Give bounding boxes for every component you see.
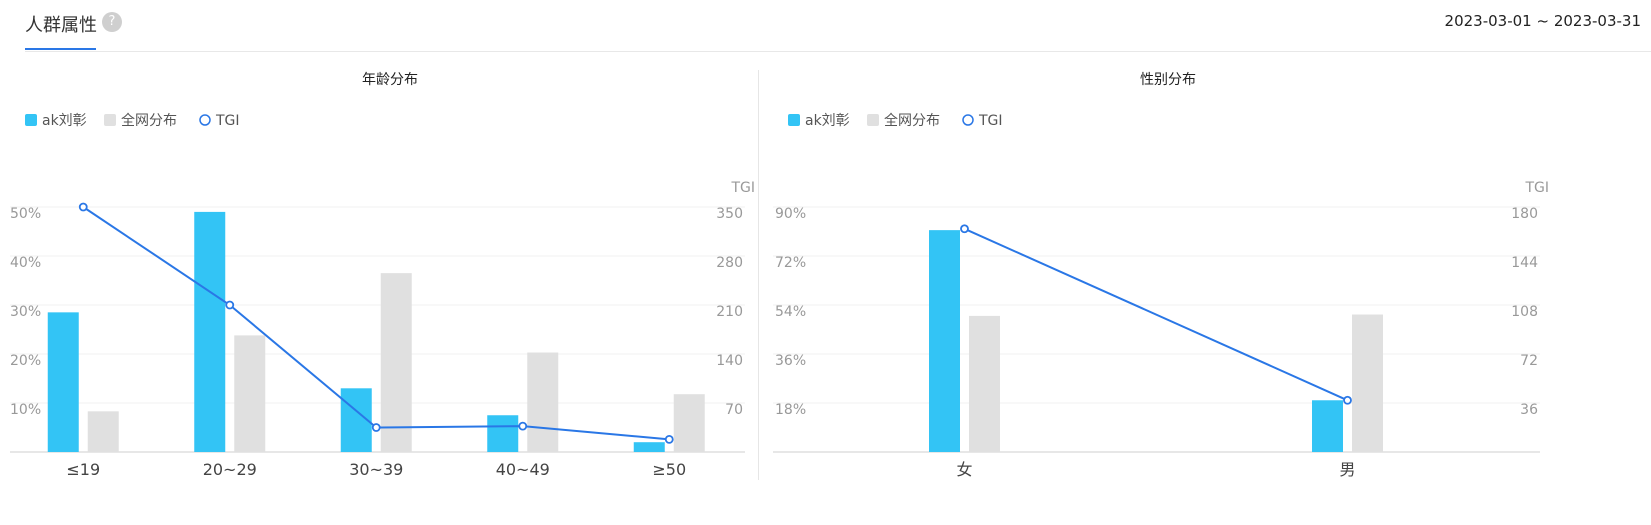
age-category-label: 40~49	[496, 460, 550, 479]
gender-legend-marker-2	[962, 114, 974, 126]
gender-legend-label-0: ak刘彰	[805, 112, 850, 129]
active-tab-indicator	[25, 48, 96, 50]
age-right-tick-label: 350	[716, 206, 743, 222]
age-bar-primary	[633, 442, 665, 452]
age-tgi-line	[82, 206, 670, 441]
gender-left-tick-label: 72%	[775, 255, 806, 271]
age-legend-label-2: TGI	[215, 113, 240, 129]
gender-category-label: 女	[956, 460, 972, 479]
age-bar-overall	[527, 352, 559, 452]
age-left-tick-label: 50%	[10, 206, 41, 222]
age-left-tick-label: 30%	[10, 304, 41, 320]
gender-chart-title: 性别分布	[1140, 72, 1196, 88]
age-category-label: ≥50	[652, 460, 686, 479]
age-legend-swatch-0	[25, 114, 37, 126]
age-tgi-point	[371, 423, 381, 432]
age-chart-title: 年龄分布	[362, 72, 418, 88]
question-circle-icon[interactable]: ?	[102, 12, 122, 32]
age-right-tick-label: 140	[716, 353, 743, 369]
gender-right-tick-label: 144	[1511, 255, 1538, 271]
age-bar-primary	[487, 415, 519, 452]
age-right-tick-label: 280	[716, 255, 743, 271]
age-tgi-point	[664, 434, 674, 444]
age-category-label: 30~39	[349, 460, 403, 479]
age-left-tick-label: 20%	[10, 353, 41, 369]
gender-legend-label-1: 全网分布	[884, 112, 940, 129]
gender-bar-primary	[1312, 400, 1343, 452]
age-bar-primary	[194, 211, 226, 452]
gender-tgi-point	[960, 224, 969, 234]
header-divider	[25, 51, 1651, 52]
gender-left-tick-label: 36%	[775, 353, 806, 369]
gender-legend-swatch-1	[867, 114, 879, 126]
age-legend-label-1: 全网分布	[121, 112, 177, 129]
age-bar-overall	[87, 411, 119, 452]
gender-left-tick-label: 18%	[775, 402, 806, 418]
gender-right-tick-label: 72	[1520, 353, 1538, 369]
date-range: 2023-03-01 ~ 2023-03-31	[1444, 12, 1641, 30]
age-legend-label-0: ak刘彰	[42, 112, 87, 129]
age-right-tick-label: 210	[716, 304, 743, 320]
page-title: 人群属性	[25, 15, 97, 36]
age-right-axis-label: TGI	[730, 180, 755, 196]
gender-bar-overall	[969, 315, 1000, 452]
gender-right-tick-label: 180	[1511, 206, 1538, 222]
gender-category-label: 男	[1339, 460, 1355, 479]
age-legend-marker-2	[199, 114, 211, 126]
age-left-tick-label: 10%	[10, 402, 41, 418]
gender-legend-label-2: TGI	[978, 113, 1003, 129]
gender-legend-swatch-0	[788, 114, 800, 126]
gender-right-axis-label: TGI	[1524, 180, 1549, 196]
gender-right-tick-label: 108	[1511, 304, 1538, 320]
age-tgi-point	[78, 202, 88, 212]
page-header: 人群属性 ? 2023-03-01 ~ 2023-03-31	[0, 0, 1651, 52]
age-bar-overall	[380, 273, 412, 452]
gender-bar-primary	[929, 230, 960, 452]
gender-left-tick-label: 90%	[775, 206, 806, 222]
gender-bar-overall	[1352, 314, 1383, 452]
age-bar-overall	[673, 394, 705, 452]
age-legend-swatch-1	[104, 114, 116, 126]
age-category-label: ≤19	[66, 460, 100, 479]
gender-left-tick-label: 54%	[775, 304, 806, 320]
age-category-label: 20~29	[203, 460, 257, 479]
age-bar-overall	[234, 335, 266, 452]
age-right-tick-label: 70	[725, 402, 743, 418]
gender-right-tick-label: 36	[1520, 402, 1538, 418]
age-tgi-point	[518, 421, 528, 431]
gender-tgi-point	[1343, 395, 1352, 405]
age-left-tick-label: 40%	[10, 255, 41, 271]
gender-tgi-line	[964, 227, 1348, 402]
age-bar-primary	[47, 312, 79, 452]
panel-divider	[758, 70, 759, 480]
age-tgi-point	[225, 300, 235, 310]
